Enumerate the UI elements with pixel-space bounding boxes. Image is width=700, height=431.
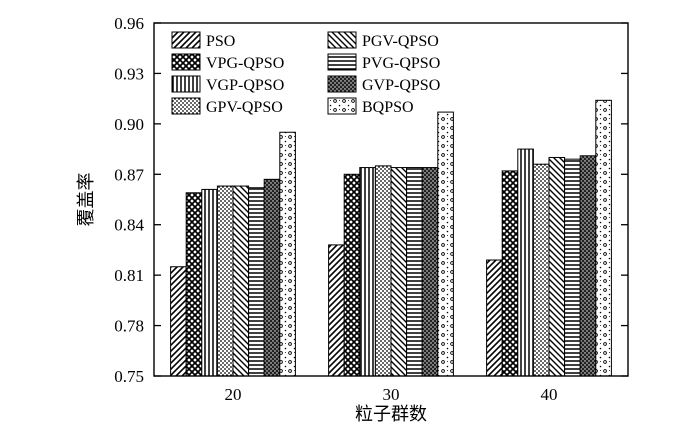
bar-pso-20 [170, 266, 187, 377]
legend-swatch-pvg-qpso [327, 53, 357, 71]
x-tick-label: 30 [383, 385, 400, 404]
bar-pvg-qpso-30 [406, 167, 423, 377]
legend-label-gvp-qpso: GVP-QPSO [362, 77, 440, 94]
legend-label-bqpso: BQPSO [362, 99, 414, 116]
bar-gpv-qpso-40 [532, 163, 550, 377]
legend-swatch-bqpso [327, 97, 357, 115]
bar-vgp-qpso-20 [201, 188, 218, 377]
legend-label-gpv-qpso: GPV-QPSO [206, 99, 283, 116]
legend-label-pgv-qpso: PGV-QPSO [362, 33, 439, 50]
y-tick-label: 0.75 [114, 367, 144, 386]
y-tick-label: 0.90 [114, 115, 144, 134]
y-tick-label: 0.93 [114, 64, 144, 83]
legend-label-vgp-qpso: VGP-QPSO [206, 77, 284, 94]
bar-gvp-qpso-20 [263, 178, 281, 377]
bar-gpv-qpso-30 [374, 165, 392, 377]
legend-swatch-vpg-qpso [171, 53, 201, 71]
bar-bqpso-30 [437, 111, 454, 377]
bar-pvg-qpso-20 [248, 187, 265, 377]
bar-pgv-qpso-40 [548, 156, 566, 377]
y-tick-label: 0.81 [114, 266, 144, 285]
bar-gvp-qpso-30 [421, 167, 439, 377]
legend: PSO VPG-QPSO VGP-QPSO GPV-QPSO PGV-QPSO PVG-Q… [171, 31, 440, 116]
bar-vpg-qpso-40 [501, 170, 519, 377]
legend-swatch-vgp-qpso [171, 75, 201, 93]
bar-gvp-qpso-40 [579, 155, 597, 377]
bar-pso-40 [486, 259, 503, 377]
x-tick-label: 20 [225, 385, 242, 404]
bars-layer [170, 99, 612, 377]
x-tick-label: 40 [541, 385, 558, 404]
legend-label-pso: PSO [206, 33, 235, 50]
x-axis: 20 30 40 [225, 370, 558, 404]
y-tick-label: 0.87 [114, 165, 144, 184]
bar-pgv-qpso-20 [232, 185, 250, 377]
legend-label-vpg-qpso: VPG-QPSO [206, 55, 284, 72]
bar-vpg-qpso-30 [343, 173, 361, 377]
y-axis: 0.75 0.78 0.81 0.84 0.87 0.90 0.93 0.96 [114, 14, 628, 386]
legend-swatch-gvp-qpso [327, 75, 357, 93]
bar-vgp-qpso-40 [517, 148, 534, 377]
y-tick-label: 0.84 [114, 216, 144, 235]
y-tick-label: 0.78 [114, 317, 144, 336]
legend-swatch-pso [171, 31, 201, 49]
y-axis-title: 覆盖率 [76, 173, 97, 227]
bar-vgp-qpso-30 [359, 167, 376, 377]
bar-vpg-qpso-20 [185, 192, 203, 377]
bar-pgv-qpso-30 [390, 167, 408, 377]
y-tick-label: 0.96 [114, 14, 144, 33]
bar-bqpso-40 [595, 99, 612, 377]
legend-swatch-pgv-qpso [327, 31, 357, 49]
bar-pso-30 [328, 244, 345, 377]
legend-label-pvg-qpso: PVG-QPSO [362, 55, 440, 72]
legend-swatch-gpv-qpso [171, 97, 201, 115]
x-axis-title: 粒子群数 [355, 404, 427, 425]
bar-bqpso-20 [279, 131, 296, 377]
bar-pvg-qpso-40 [564, 158, 581, 377]
bar-gpv-qpso-20 [216, 185, 234, 377]
